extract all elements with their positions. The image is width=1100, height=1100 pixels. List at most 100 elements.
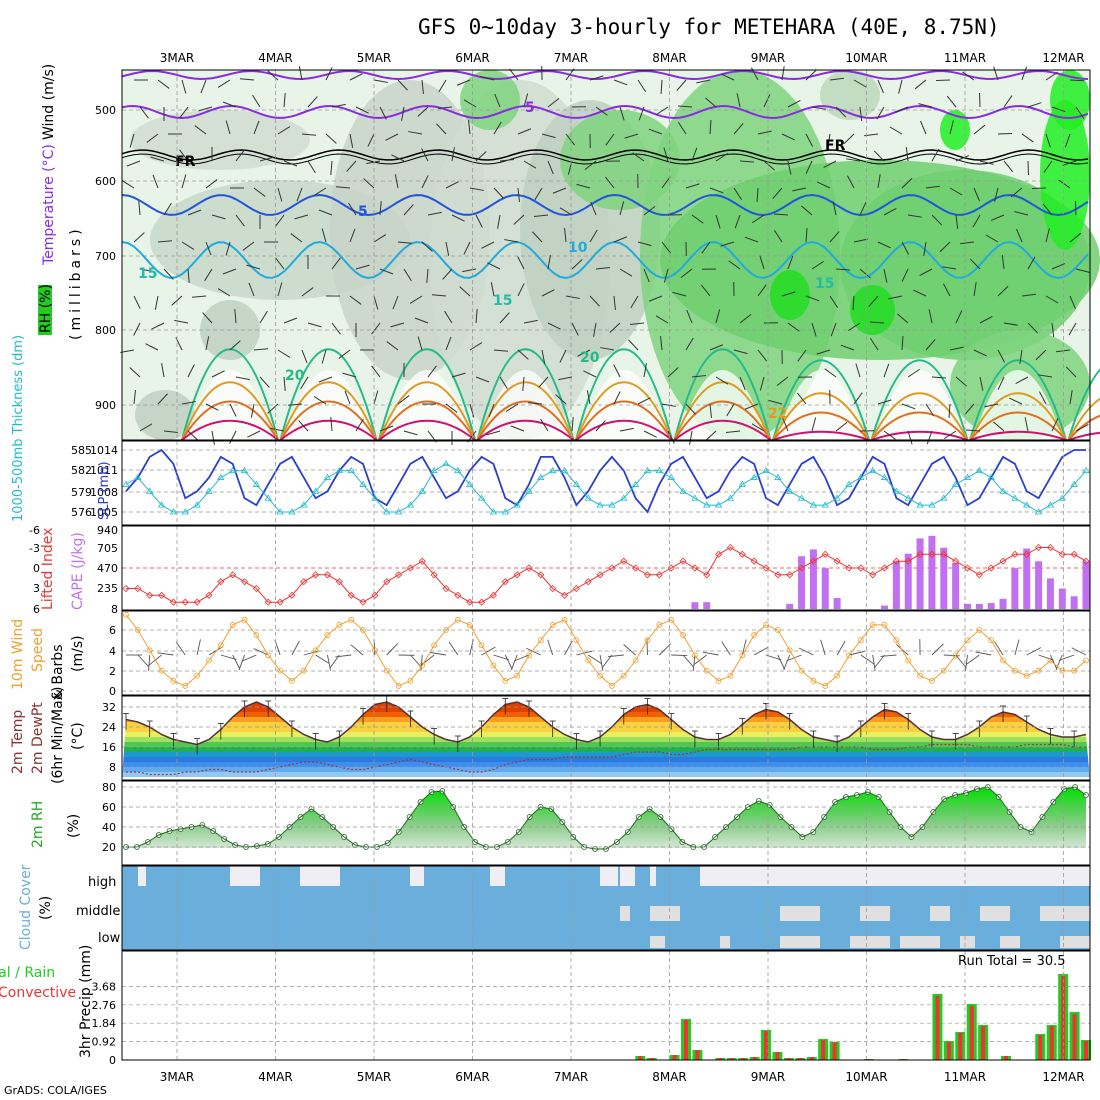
dry-dome-region xyxy=(874,370,965,440)
thickness-point xyxy=(311,487,320,494)
panel-frame xyxy=(121,525,1091,611)
pressure-tick-label: 900 xyxy=(95,399,116,412)
wind-barb xyxy=(349,133,354,148)
cape-bar xyxy=(975,603,983,609)
thickness-point xyxy=(572,480,581,487)
wind-barb xyxy=(1021,133,1034,143)
thickness-point xyxy=(975,466,984,474)
lifted-index-point xyxy=(726,543,735,552)
wind-barb xyxy=(315,654,330,664)
wind-barb xyxy=(869,337,879,351)
wind-barb xyxy=(872,654,876,671)
wind-barb xyxy=(931,643,944,656)
wind-barb xyxy=(301,133,316,136)
wind-barb xyxy=(1043,160,1053,173)
wind-barb xyxy=(493,121,502,135)
thickness-point xyxy=(193,501,201,508)
wind-barb xyxy=(993,421,1005,432)
wind-speed-point xyxy=(917,672,923,679)
wind-barb xyxy=(445,181,459,189)
lifted-index-tick-label: -3 xyxy=(29,542,40,555)
wind-speed-point xyxy=(454,616,461,623)
contour-label-t20b: 20 xyxy=(580,350,600,366)
wind-barb xyxy=(344,390,351,405)
wind-barb xyxy=(920,120,927,135)
lifted-index-point xyxy=(489,591,497,599)
wind-barb xyxy=(773,229,783,243)
wind-barb xyxy=(836,640,846,656)
date-label-bottom: 12MAR xyxy=(1042,1070,1084,1084)
precip-conv-bar xyxy=(935,996,940,1060)
lifted-index-point xyxy=(288,591,296,599)
cape-bar xyxy=(881,605,889,609)
wind-barb xyxy=(796,392,807,405)
wind-barb xyxy=(163,268,174,280)
slp-tick-label: 1008 xyxy=(90,486,118,499)
precip-tick-label: 2.76 xyxy=(92,999,117,1012)
wind-barb xyxy=(907,214,922,218)
panel-frame xyxy=(121,610,1091,696)
wind-barb xyxy=(682,654,694,668)
wind-barb xyxy=(595,420,606,432)
wind-barb xyxy=(753,646,769,656)
wind-barb xyxy=(883,430,896,440)
wind-barb xyxy=(451,147,455,162)
wind-barb xyxy=(613,295,616,310)
isotherm-arch xyxy=(575,381,673,441)
thickness-point xyxy=(240,466,249,474)
wind-barb xyxy=(253,648,269,656)
wind-barb xyxy=(181,174,187,189)
wind-speed-point xyxy=(312,647,319,654)
wind-speed-point xyxy=(514,672,521,679)
run-total-label: Run Total = 30.5 xyxy=(958,954,1066,969)
wind-barb xyxy=(643,430,657,438)
wind-speed-point xyxy=(1083,657,1089,664)
wind-barb xyxy=(486,430,501,436)
pressure-tick-label: 600 xyxy=(95,175,116,188)
wind-speed-point xyxy=(502,677,509,684)
wind-barb xyxy=(517,283,525,297)
cape-bar xyxy=(892,561,900,609)
cloud-gap xyxy=(860,906,890,921)
wind-barb xyxy=(194,125,207,135)
temp2m-label-c: (6hr Min/Max) xyxy=(50,687,66,784)
wind-barb xyxy=(873,150,885,162)
wind-barb xyxy=(798,647,814,656)
cloud-gap xyxy=(900,936,940,948)
wind-barb xyxy=(689,430,693,445)
wind-speed-point xyxy=(1035,667,1042,674)
wind-barb xyxy=(459,286,471,297)
isotherm-arch xyxy=(279,400,378,441)
precip-conv-bar xyxy=(672,1055,677,1060)
wind-barb xyxy=(321,228,327,243)
precip-conv-label: Convective xyxy=(0,985,76,1001)
wind-barb xyxy=(584,160,597,171)
wind-barb xyxy=(979,315,993,324)
wind-speed-point xyxy=(1000,657,1006,664)
wind-barb xyxy=(179,149,189,162)
thickness-point xyxy=(892,487,901,494)
wind-barb xyxy=(445,403,458,413)
wind-speed-point xyxy=(846,652,852,659)
cape-bar xyxy=(703,602,711,609)
wind-barb xyxy=(421,148,429,162)
cloud-gap xyxy=(1040,906,1090,921)
wind-barb xyxy=(993,66,999,81)
wind-barb xyxy=(499,376,508,390)
wind-barb xyxy=(313,187,327,196)
wind-barb xyxy=(1050,654,1058,670)
wind-barb xyxy=(901,335,904,351)
wind-speed-point xyxy=(537,637,544,644)
wind-barb xyxy=(744,403,759,410)
wind-barb xyxy=(733,349,748,355)
cloud-low-label: low xyxy=(98,931,121,946)
wind-barb xyxy=(1024,417,1029,432)
wind-barb xyxy=(270,427,285,432)
thickness-point xyxy=(999,487,1007,494)
cloud-gap xyxy=(410,866,424,886)
dry-dome-region xyxy=(480,370,571,440)
wind-barb xyxy=(526,647,542,656)
upper-air-labels: RH (%) Temperature (°C) Wind (m/s) (mill… xyxy=(38,64,84,340)
wind-barb xyxy=(824,368,837,378)
thickness-point xyxy=(525,487,533,494)
